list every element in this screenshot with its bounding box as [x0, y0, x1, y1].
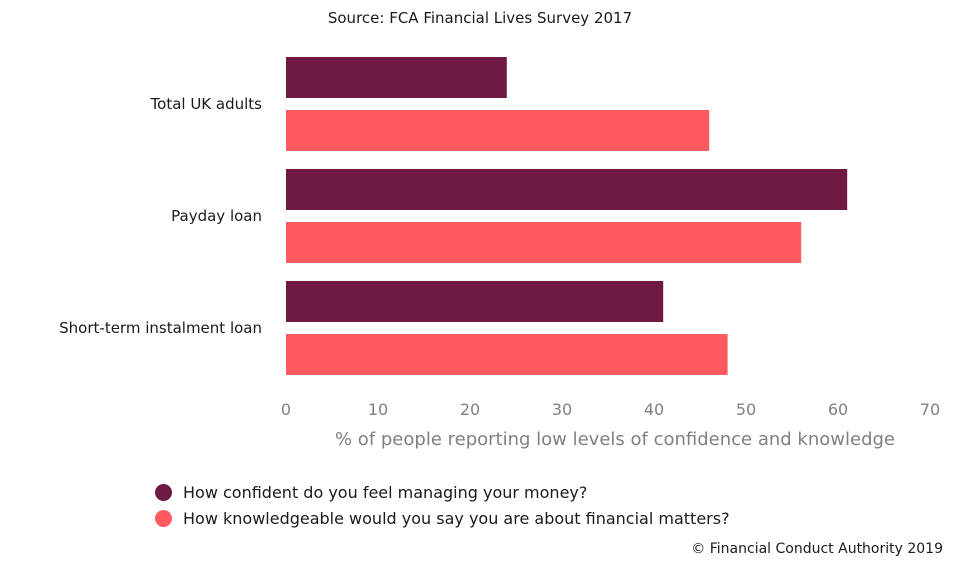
- bar-total-uk-adults-series-1[interactable]: [286, 57, 507, 98]
- category-label-payday-loan: Payday loan: [171, 207, 262, 225]
- legend: How confident do you feel managing your …: [155, 479, 730, 531]
- copyright-notice: © Financial Conduct Authority 2019: [691, 541, 943, 557]
- legend-item-knowledge[interactable]: How knowledgeable would you say you are …: [155, 505, 730, 531]
- bar-payday-loan-series-1[interactable]: [286, 169, 848, 210]
- bar-total-uk-adults-series-2[interactable]: [286, 110, 710, 151]
- x-tick-label: 20: [460, 400, 480, 419]
- legend-label-confidence: How confident do you feel managing your …: [183, 482, 588, 502]
- x-tick-label: 50: [736, 400, 756, 419]
- bar-chart: Total UK adults Payday loan Short-term ins…: [59, 57, 940, 450]
- x-tick-label: 70: [920, 400, 940, 419]
- category-label-total-uk-adults: Total UK adults: [150, 95, 263, 113]
- category-labels: Total UK adults Payday loan Short-term ins…: [59, 95, 262, 337]
- legend-swatch-confidence: [155, 483, 172, 501]
- legend-item-confidence[interactable]: How confident do you feel managing your …: [155, 479, 730, 505]
- bar-short-term-instalment-loan-series-1[interactable]: [286, 281, 664, 322]
- x-tick-label: 30: [552, 400, 572, 419]
- x-tick-label: 0: [281, 400, 291, 419]
- bars-group: [286, 57, 848, 375]
- category-label-short-term-instalment-loan: Short-term instalment loan: [59, 319, 262, 337]
- bar-payday-loan-series-2[interactable]: [286, 222, 802, 263]
- legend-swatch-knowledge: [155, 509, 172, 527]
- bar-short-term-instalment-loan-series-2[interactable]: [286, 334, 728, 375]
- legend-label-knowledge: How knowledgeable would you say you are …: [183, 508, 730, 528]
- x-tick-label: 40: [644, 400, 664, 419]
- x-axis-label: % of people reporting low levels of conf…: [335, 429, 895, 450]
- x-tick-label: 10: [368, 400, 388, 419]
- x-tick-label: 60: [828, 400, 848, 419]
- x-axis-ticks: 0 10 20 30 40 50 60 70: [281, 400, 940, 419]
- chart-subtitle: Source: FCA Financial Lives Survey 2017: [327, 9, 633, 27]
